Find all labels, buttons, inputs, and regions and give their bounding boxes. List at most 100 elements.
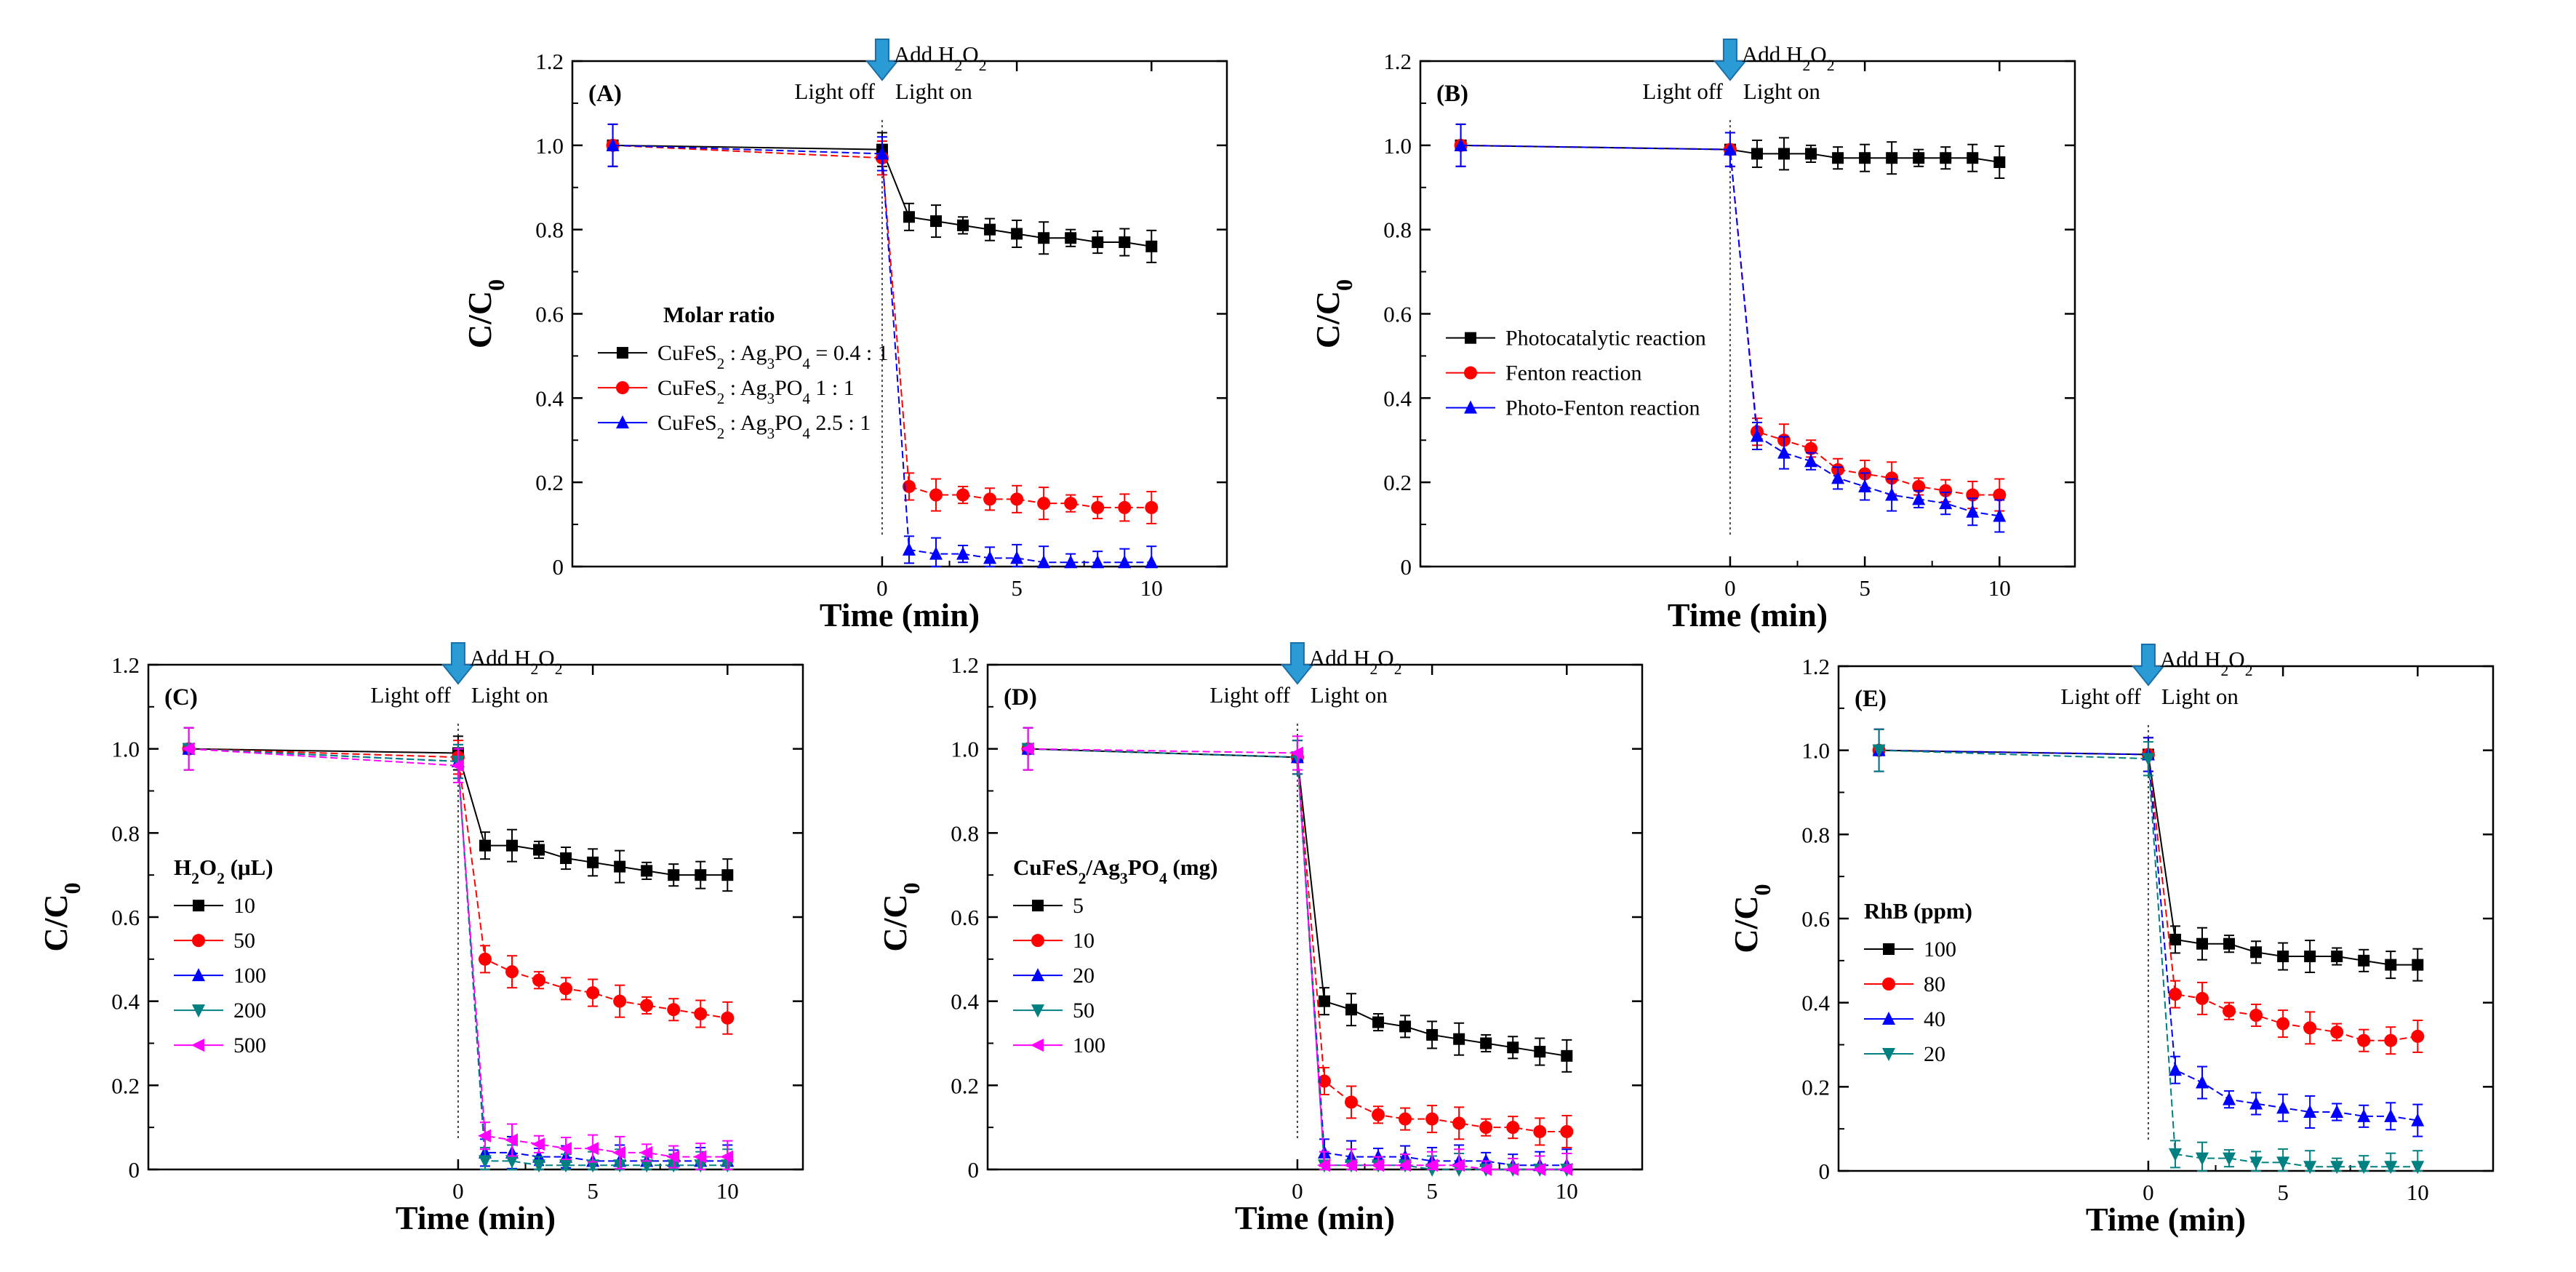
data-point bbox=[668, 869, 680, 881]
legend-swatch-marker bbox=[1464, 400, 1477, 414]
data-point bbox=[1777, 445, 1791, 459]
data-point bbox=[1832, 152, 1844, 164]
data-point bbox=[956, 488, 970, 502]
y-tick-label: 0 bbox=[968, 1157, 980, 1183]
data-point bbox=[1037, 497, 1051, 511]
y-tick-label: 1.2 bbox=[1383, 49, 1412, 74]
data-point bbox=[1805, 148, 1817, 160]
data-point bbox=[587, 856, 599, 868]
data-point bbox=[1345, 1095, 1358, 1109]
legend-entry: Photo-Fenton reaction bbox=[1446, 396, 1700, 420]
y-tick-label: 0.6 bbox=[1383, 302, 1412, 327]
panel-label: (B) bbox=[1436, 81, 1468, 107]
data-point bbox=[1912, 492, 1926, 505]
data-point bbox=[2196, 1152, 2209, 1166]
data-point bbox=[1425, 1159, 1439, 1172]
x-tick-label: 5 bbox=[587, 1178, 599, 1204]
data-point bbox=[479, 839, 491, 852]
chart-panel: 0 0.2 0.4 0.6 0.8 1.0 1.2 0 5 10 C/C0 Time (min) (D)… bbox=[876, 642, 1644, 1236]
x-tick-label: 5 bbox=[1426, 1178, 1438, 1204]
data-point bbox=[1398, 1159, 1412, 1172]
data-point bbox=[2223, 1004, 2236, 1018]
legend-title: Molar ratio bbox=[663, 302, 775, 327]
chart-panel: 0 0.2 0.4 0.6 0.8 1.0 1.2 0 5 10 C/C0 Time (min) (C)… bbox=[37, 642, 804, 1236]
legend-label: CuFeS2 : Ag3PO4 = 0.4 : 1 bbox=[657, 341, 889, 372]
data-point bbox=[2304, 951, 2316, 963]
series bbox=[1020, 727, 1573, 1176]
legend-entry: CuFeS2 : Ag3PO4 1 : 1 bbox=[598, 376, 855, 407]
data-point bbox=[1145, 555, 1159, 569]
x-tick-label: 10 bbox=[1140, 575, 1163, 601]
annotation-light-off: Light off bbox=[2060, 684, 2141, 709]
legend-label: Fenton reaction bbox=[1505, 361, 1641, 385]
legend-swatch-marker bbox=[1032, 900, 1044, 912]
data-point bbox=[1804, 441, 1818, 455]
y-tick-label: 0.4 bbox=[1801, 991, 1830, 1016]
chart-panel: 0 0.2 0.4 0.6 0.8 1.0 1.2 0 5 10 C/C0 Time (min) (A)… bbox=[461, 39, 1228, 633]
down-arrow-icon bbox=[1713, 39, 1748, 81]
data-point bbox=[2277, 951, 2289, 963]
legend-label: 100 bbox=[1073, 1033, 1105, 1057]
legend-entry: 100 bbox=[1013, 1033, 1105, 1057]
data-point bbox=[1751, 148, 1763, 160]
data-point bbox=[1750, 428, 1764, 442]
y-axis-label: C/C0 bbox=[37, 882, 85, 951]
data-point bbox=[2411, 1029, 2425, 1043]
legend-swatch-marker bbox=[1465, 332, 1476, 344]
data-point bbox=[505, 1155, 519, 1169]
data-point bbox=[1559, 1163, 1573, 1176]
y-tick-label: 0.6 bbox=[951, 905, 979, 930]
annotation-add-h2o2: Add H2O2 bbox=[894, 41, 987, 74]
data-point bbox=[640, 1159, 654, 1173]
data-point bbox=[1967, 152, 1979, 164]
legend-swatch-marker bbox=[1031, 1004, 1044, 1018]
annotation-light-on: Light on bbox=[895, 79, 972, 104]
data-point bbox=[1723, 142, 1737, 156]
legend-entry: 200 bbox=[174, 999, 266, 1023]
y-tick-label: 0 bbox=[129, 1157, 140, 1183]
legend-entry: 50 bbox=[174, 929, 255, 953]
data-point bbox=[450, 759, 464, 772]
data-point bbox=[2249, 1156, 2263, 1170]
y-tick-label: 1.0 bbox=[535, 133, 564, 159]
data-point bbox=[532, 1137, 545, 1151]
data-point bbox=[478, 952, 492, 966]
data-point bbox=[1939, 496, 1953, 510]
data-point bbox=[1993, 488, 2007, 502]
data-point bbox=[612, 1145, 626, 1159]
y-tick-label: 1.0 bbox=[1801, 738, 1830, 764]
data-point bbox=[606, 137, 620, 151]
data-point bbox=[1092, 236, 1104, 249]
data-point bbox=[1858, 479, 1872, 492]
data-point bbox=[1859, 152, 1871, 164]
x-axis-label: Time (min) bbox=[2086, 1201, 2246, 1238]
data-point bbox=[1037, 555, 1051, 569]
down-arrow-icon bbox=[1280, 642, 1315, 685]
legend-swatch-marker bbox=[1882, 977, 1895, 991]
legend-swatch-marker bbox=[192, 934, 205, 948]
legend-entry: 10 bbox=[1013, 929, 1095, 953]
data-point bbox=[1993, 508, 2007, 522]
data-point bbox=[1010, 492, 1024, 506]
legend-label: CuFeS2 : Ag3PO4 1 : 1 bbox=[657, 376, 855, 407]
data-point bbox=[1831, 471, 1845, 484]
legend-swatch-marker bbox=[191, 1039, 204, 1052]
data-point bbox=[1064, 497, 1078, 511]
data-point bbox=[2276, 1017, 2290, 1031]
data-point bbox=[2357, 1108, 2371, 1122]
data-point bbox=[640, 999, 654, 1012]
y-tick-label: 0.8 bbox=[1801, 822, 1830, 847]
data-point bbox=[559, 1142, 572, 1156]
annotation-add-h2o2: Add H2O2 bbox=[1742, 41, 1835, 74]
data-point bbox=[639, 1145, 653, 1159]
data-point bbox=[1872, 744, 1886, 758]
legend-label: Photo-Fenton reaction bbox=[1505, 396, 1700, 420]
data-point bbox=[957, 219, 969, 231]
data-point bbox=[641, 865, 653, 877]
y-tick-label: 1.2 bbox=[951, 652, 979, 678]
data-point bbox=[983, 492, 997, 506]
data-point bbox=[1345, 1004, 1357, 1016]
annotation-light-on: Light on bbox=[1311, 682, 1388, 708]
legend-entry: 100 bbox=[174, 964, 266, 988]
data-point bbox=[1399, 1112, 1412, 1126]
